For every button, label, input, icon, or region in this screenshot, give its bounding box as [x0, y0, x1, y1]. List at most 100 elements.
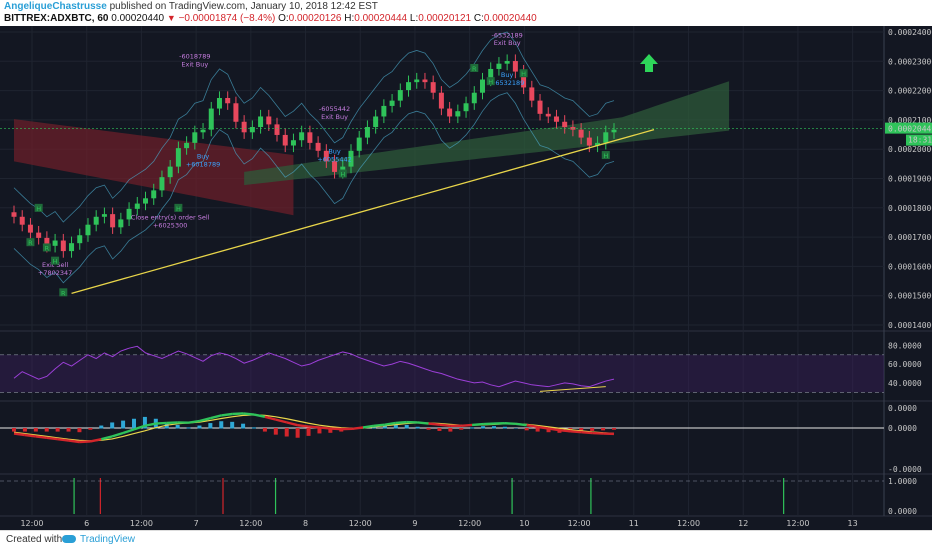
candle-body[interactable] [44, 237, 50, 246]
candle-body[interactable] [496, 63, 502, 69]
candle-body[interactable] [258, 116, 264, 128]
macd-line-segment [35, 435, 47, 439]
x-tick-label: 10 [519, 519, 529, 528]
candle-body[interactable] [504, 61, 510, 64]
candle-body[interactable] [521, 71, 527, 88]
candle-body[interactable] [299, 132, 305, 141]
candle-body[interactable] [553, 116, 559, 122]
candle-body[interactable] [19, 216, 25, 225]
candle-body[interactable] [537, 100, 543, 114]
candle-body[interactable] [447, 108, 453, 117]
candle-body[interactable] [307, 132, 313, 143]
candle-body[interactable] [381, 105, 387, 117]
macd-histogram-bar [44, 428, 49, 432]
candle-body[interactable] [578, 129, 584, 138]
macd-line-segment [330, 427, 342, 431]
candle-body[interactable] [143, 198, 149, 204]
candle-body[interactable] [373, 116, 379, 128]
macd-histogram-bar [481, 426, 486, 429]
candle-body[interactable] [356, 137, 362, 151]
candle-body[interactable] [151, 190, 157, 199]
candle-body[interactable] [364, 127, 370, 138]
candle-body[interactable] [529, 87, 535, 101]
candle-body[interactable] [611, 129, 617, 133]
candle-body[interactable] [233, 103, 239, 122]
candle-body[interactable] [249, 127, 255, 133]
candle-body[interactable] [118, 219, 124, 228]
candle-body[interactable] [406, 82, 412, 91]
macd-line-segment [100, 435, 113, 441]
x-tick-label: 12:00 [239, 519, 262, 528]
trendline[interactable] [71, 129, 655, 294]
candle-body[interactable] [422, 79, 428, 83]
candle-body[interactable] [348, 150, 354, 167]
candle-body[interactable] [159, 177, 165, 191]
candle-body[interactable] [340, 166, 346, 172]
candle-body[interactable] [595, 142, 601, 146]
candle-body[interactable] [134, 203, 140, 209]
candle-body[interactable] [455, 111, 461, 117]
candle-body[interactable] [471, 92, 477, 104]
candle-body[interactable] [200, 129, 206, 133]
candle-body[interactable] [241, 121, 247, 133]
candle-body[interactable] [562, 121, 568, 128]
high-label: H: [344, 13, 355, 24]
macd-histogram-bar [110, 422, 115, 429]
candle-body[interactable] [167, 166, 173, 178]
macd-histogram-bar [601, 428, 606, 431]
candle-body[interactable] [60, 240, 66, 252]
rsi-tick-label: 60.0000 [888, 360, 922, 369]
candle-body[interactable] [69, 243, 75, 252]
candle-body[interactable] [274, 124, 280, 135]
candle-body[interactable] [184, 142, 190, 149]
candle-body[interactable] [545, 113, 551, 117]
signal-marker-box [42, 243, 51, 252]
macd-histogram-bar [328, 428, 333, 433]
candle-body[interactable] [175, 148, 181, 167]
candle-body[interactable] [282, 134, 288, 146]
candle-body[interactable] [126, 208, 132, 220]
candle-body[interactable] [192, 132, 198, 143]
candle-body[interactable] [11, 212, 17, 217]
rsi-pane[interactable] [0, 332, 884, 401]
candle-body[interactable] [315, 142, 321, 151]
candle-body[interactable] [463, 103, 469, 112]
candle-body[interactable] [414, 79, 420, 83]
candle-body[interactable] [290, 140, 296, 146]
candle-body[interactable] [77, 235, 83, 244]
candle-body[interactable] [208, 108, 214, 130]
rsi-line[interactable] [13, 345, 615, 388]
macd-pane[interactable] [0, 403, 884, 474]
candle-body[interactable] [85, 224, 91, 236]
candle-body[interactable] [479, 79, 485, 93]
candle-body[interactable] [110, 214, 116, 228]
candle-body[interactable] [438, 92, 444, 109]
candle-body[interactable] [266, 116, 272, 125]
candle-body[interactable] [332, 161, 338, 172]
author-name[interactable]: AngeliqueChastrusse [4, 1, 107, 12]
macd-histogram-bar [241, 423, 246, 429]
signal-annotation: Exit Buy [321, 113, 348, 121]
candle-body[interactable] [216, 97, 222, 109]
candle-body[interactable] [430, 82, 436, 93]
candle-body[interactable] [27, 224, 33, 233]
tradingview-brand[interactable]: TradingView [80, 534, 136, 545]
candle-body[interactable] [397, 90, 403, 101]
candle-body[interactable] [52, 240, 58, 246]
candle-body[interactable] [323, 150, 329, 162]
candle-body[interactable] [101, 214, 107, 217]
candle-body[interactable] [603, 132, 609, 143]
macd-line-segment [253, 413, 266, 418]
candle-body[interactable] [512, 61, 518, 72]
candle-body[interactable] [36, 232, 42, 238]
candle-body[interactable] [225, 97, 231, 104]
price-tag-box [885, 122, 932, 134]
chart-area[interactable]: 12:00 6 12:00 7 12:00 8 12:00 9 12:00 10 12:00 11 12… [0, 26, 932, 530]
close-label: C: [473, 13, 484, 24]
candle-body[interactable] [389, 100, 395, 106]
candle-body[interactable] [93, 216, 99, 225]
candle-body[interactable] [488, 68, 494, 80]
signal-pane[interactable] [0, 476, 884, 516]
chart-svg[interactable]: 12:00 6 12:00 7 12:00 8 12:00 9 12:00 10 12:00 11 12… [0, 26, 932, 530]
candle-body[interactable] [586, 137, 592, 146]
